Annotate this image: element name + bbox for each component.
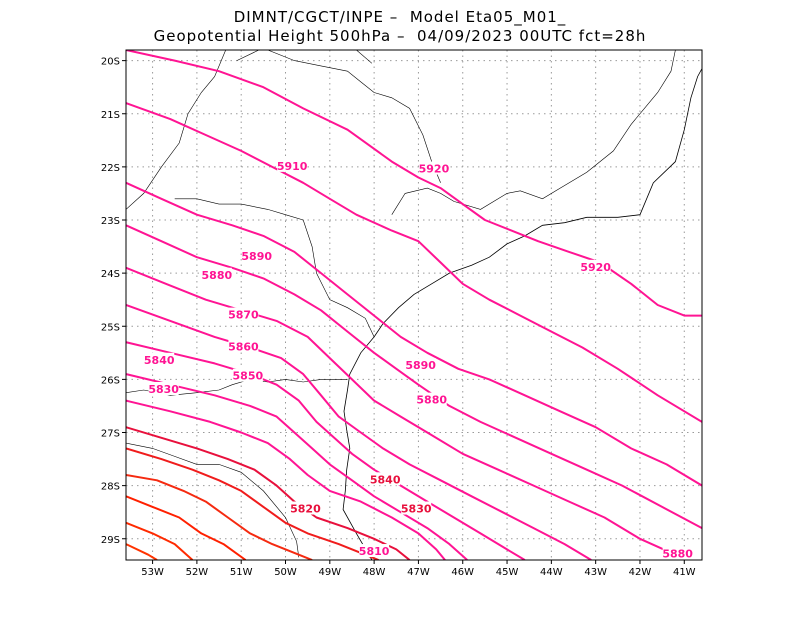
contour-5900	[126, 181, 702, 487]
y-tick-label: 23S	[101, 216, 120, 227]
contour-5860	[126, 341, 526, 560]
contour-5890	[126, 224, 702, 529]
contour-5780	[126, 543, 158, 560]
state-border	[126, 50, 226, 210]
contour-label: 5920	[580, 261, 611, 274]
contour-label: 5830	[401, 503, 432, 516]
x-tick-label: 50W	[274, 567, 297, 578]
contour-label-bg	[228, 307, 259, 321]
x-tick-label: 42W	[629, 567, 652, 578]
contour-label-bg	[662, 546, 693, 560]
y-tick-label: 29S	[101, 535, 120, 546]
contour-5840	[126, 399, 446, 560]
contour-label: 5880	[202, 269, 233, 282]
contour-label: 5810	[359, 545, 390, 558]
contour-label-bg	[290, 501, 321, 515]
contour-labels: 5910 5920 5920 5890 5880 5870 5860 5850 5840 5830…	[144, 158, 693, 561]
contour-label: 5850	[233, 370, 264, 383]
x-tick-label: 46W	[451, 567, 474, 578]
contour-label-bg	[580, 259, 611, 273]
y-tick-label: 25S	[101, 322, 120, 333]
contour-5820	[126, 447, 379, 560]
x-tick-label: 47W	[407, 567, 430, 578]
coastline	[342, 68, 702, 560]
contour-label-bg	[201, 267, 232, 281]
contour-5920	[126, 50, 702, 317]
contour-label: 5830	[148, 383, 179, 396]
x-tick-label: 51W	[230, 567, 253, 578]
contour-label: 5890	[241, 250, 272, 263]
contour-5850	[126, 373, 468, 560]
contour-label: 5920	[419, 163, 450, 176]
x-tick-label: 41W	[673, 567, 696, 578]
geography-lines	[126, 50, 702, 560]
contour-label: 5820	[290, 503, 321, 516]
contour-label-bg	[228, 339, 259, 353]
y-tick-label: 27S	[101, 429, 120, 440]
contour-5830	[126, 426, 411, 560]
y-tick-label: 22S	[101, 163, 120, 174]
plot-frame	[125, 49, 703, 561]
contour-label: 5840	[144, 354, 175, 367]
contour-label: 5860	[228, 341, 259, 354]
y-tick-label: 21S	[101, 110, 120, 121]
contour-5790	[126, 521, 194, 560]
state-border	[356, 50, 373, 64]
contour-label: 5880	[416, 394, 447, 407]
y-tick-label: 26S	[101, 375, 120, 386]
x-tick-label: 52W	[186, 567, 209, 578]
contour-label-bg	[416, 392, 447, 406]
y-tick-label: 20S	[101, 57, 120, 68]
x-tick-label: 53W	[141, 567, 164, 578]
contour-label-bg	[401, 501, 432, 515]
contour-5810	[126, 474, 313, 560]
contour-lines	[126, 50, 702, 560]
contour-5870	[126, 304, 592, 560]
chart-subtitle: Geopotential Height 500hPa – 04/09/2023 …	[153, 27, 647, 45]
state-border	[174, 198, 375, 338]
contour-label-bg	[405, 358, 436, 372]
contour-label-bg	[232, 368, 263, 382]
contour-label-bg	[370, 472, 401, 486]
contour-label: 5870	[228, 309, 259, 322]
state-border	[126, 395, 127, 396]
x-tick-label: 45W	[496, 567, 519, 578]
contour-5910	[126, 102, 702, 423]
contour-label-bg	[359, 544, 390, 558]
contour-label: 5840	[370, 473, 401, 486]
contour-label-bg	[241, 249, 272, 263]
state-border	[267, 50, 441, 183]
contour-label-bg	[148, 382, 179, 395]
chart-title: DIMNT/CGCT/INPE – Model Eta05_M01_	[233, 8, 567, 26]
y-tick-label: 24S	[101, 269, 120, 280]
state-border	[236, 50, 260, 61]
x-tick-label: 48W	[363, 567, 386, 578]
contour-label-bg	[418, 161, 449, 175]
contour-5800	[126, 495, 247, 560]
state-border	[391, 50, 676, 215]
contour-label: 5890	[405, 359, 436, 372]
x-tick-label: 49W	[319, 567, 342, 578]
x-tick-label: 44W	[540, 567, 563, 578]
axes: 53W 52W 51W 50W 49W 48W 47W 46W 45W 44W 43W 42W 41W 2…	[101, 57, 696, 578]
y-tick-label: 28S	[101, 482, 120, 493]
x-tick-label: 43W	[584, 567, 607, 578]
contour-label: 5910	[277, 160, 308, 173]
state-border	[126, 442, 300, 558]
contour-label-bg	[277, 158, 308, 172]
contour-label-bg	[144, 352, 175, 366]
contour-label: 5880	[662, 548, 693, 561]
